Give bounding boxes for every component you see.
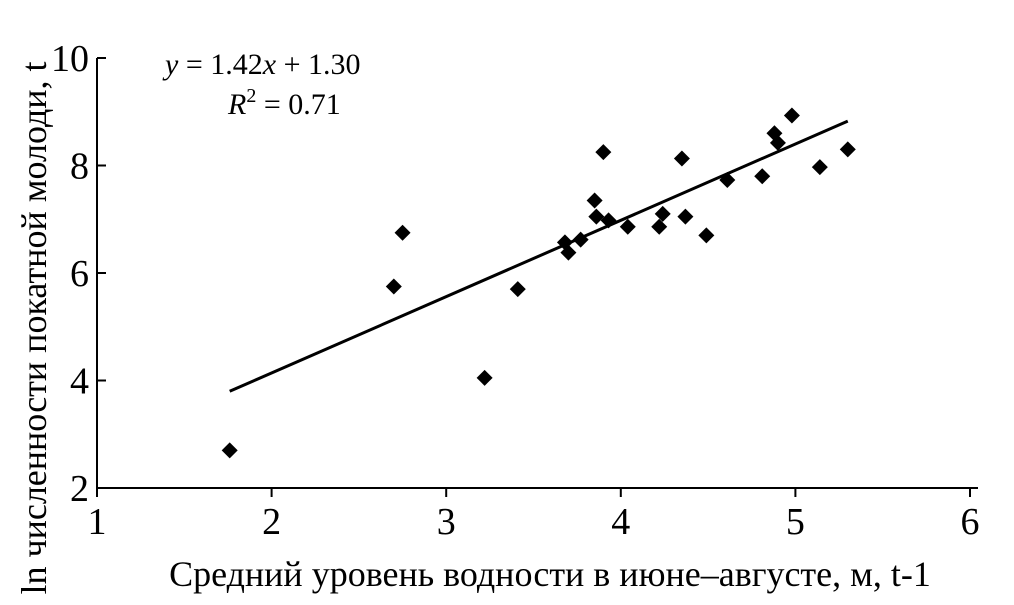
data-point [754, 168, 771, 185]
x-tick-label: 2 [262, 501, 281, 543]
data-points [221, 107, 856, 459]
data-point [394, 224, 411, 241]
y-tick-label: 6 [70, 253, 89, 295]
x-tick-label: 5 [786, 501, 805, 543]
data-point [221, 442, 238, 459]
data-point [698, 227, 715, 244]
x-tick-label: 4 [611, 501, 630, 543]
data-point [509, 281, 526, 298]
x-tick-label: 6 [961, 501, 980, 543]
x-tick-label: 1 [88, 501, 107, 543]
y-tick-label: 8 [70, 146, 89, 188]
data-point [385, 278, 402, 295]
data-point [595, 144, 612, 161]
data-point [783, 107, 800, 124]
data-point [769, 134, 786, 151]
y-tick-label: 2 [70, 468, 89, 510]
data-point [572, 231, 589, 248]
data-point [719, 172, 736, 189]
data-point [651, 218, 668, 235]
x-axis-ticks: 1 2 3 4 5 6 [88, 488, 980, 543]
data-point [588, 208, 605, 225]
r-squared-label: R2 = 0.71 [227, 85, 341, 121]
data-point [619, 218, 636, 235]
y-axis-ticks: 2 4 6 8 10 [51, 38, 106, 510]
x-tick-label: 3 [437, 501, 456, 543]
data-point [586, 192, 603, 209]
trend-line [229, 119, 849, 393]
regression-equation: y = 1.42x + 1.30 [162, 48, 361, 81]
data-point [476, 369, 493, 386]
data-point [673, 150, 690, 167]
data-point [839, 141, 856, 158]
y-tick-label: 4 [70, 361, 89, 403]
y-axis-title: ln численности покатной молоди, t [14, 61, 54, 594]
y-tick-label: 10 [51, 38, 89, 80]
x-axis-title: Средний уровень водности в июне–августе,… [169, 554, 931, 594]
data-point [811, 159, 828, 176]
data-point [560, 244, 577, 261]
data-point [654, 205, 671, 222]
data-point [677, 208, 694, 225]
data-point [600, 212, 617, 229]
